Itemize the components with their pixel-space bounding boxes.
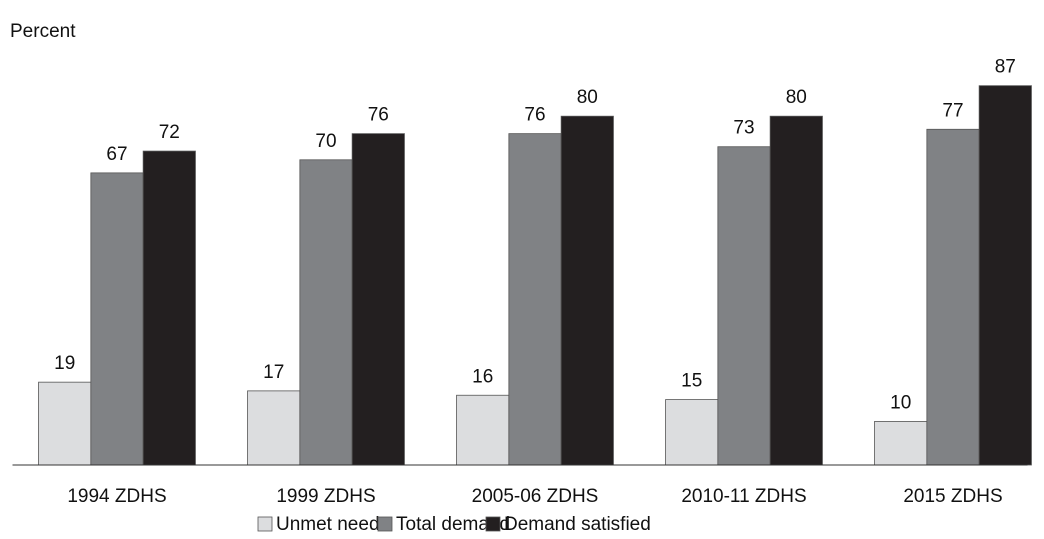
- legend-label: Demand satisfied: [504, 514, 651, 535]
- data-label: 19: [54, 353, 75, 374]
- bar: [351, 133, 405, 466]
- legend-swatch: [485, 516, 501, 532]
- bar: [874, 420, 928, 466]
- data-label: 17: [263, 362, 284, 383]
- x-tick-label: 2005-06 ZDHS: [472, 486, 599, 507]
- data-label: 70: [315, 131, 336, 152]
- legend-swatch: [257, 516, 273, 532]
- data-label: 73: [733, 118, 754, 139]
- data-label: 67: [106, 144, 127, 165]
- x-tick-label: 2010-11 ZDHS: [681, 486, 806, 507]
- y-axis-label: Percent: [10, 21, 76, 42]
- bar: [769, 115, 823, 466]
- legend-label: Unmet need: [276, 514, 380, 535]
- data-label: 77: [942, 100, 963, 121]
- bar: [38, 381, 92, 466]
- bar: [299, 159, 353, 466]
- data-label: 16: [472, 366, 493, 387]
- x-tick-label: 2015 ZDHS: [903, 486, 1002, 507]
- bar: [560, 115, 614, 466]
- data-label: 72: [159, 122, 180, 143]
- data-label: 80: [786, 87, 807, 108]
- x-tick-label: 1999 ZDHS: [276, 486, 375, 507]
- legend-label: Total demand: [396, 514, 510, 535]
- data-label: 76: [368, 105, 389, 126]
- bar: [247, 390, 301, 466]
- bar: [456, 394, 510, 466]
- x-tick-label: 1994 ZDHS: [67, 486, 166, 507]
- bar: [926, 128, 980, 466]
- bar: [717, 146, 771, 466]
- bar: [978, 85, 1032, 466]
- data-label: 80: [577, 87, 598, 108]
- legend-swatch: [377, 516, 393, 532]
- data-label: 76: [524, 105, 545, 126]
- bar: [508, 133, 562, 466]
- bar: [90, 172, 144, 466]
- bar: [142, 150, 196, 466]
- data-label: 15: [681, 371, 702, 392]
- data-label: 10: [890, 392, 911, 413]
- bar: [665, 399, 719, 466]
- data-label: 87: [995, 57, 1016, 78]
